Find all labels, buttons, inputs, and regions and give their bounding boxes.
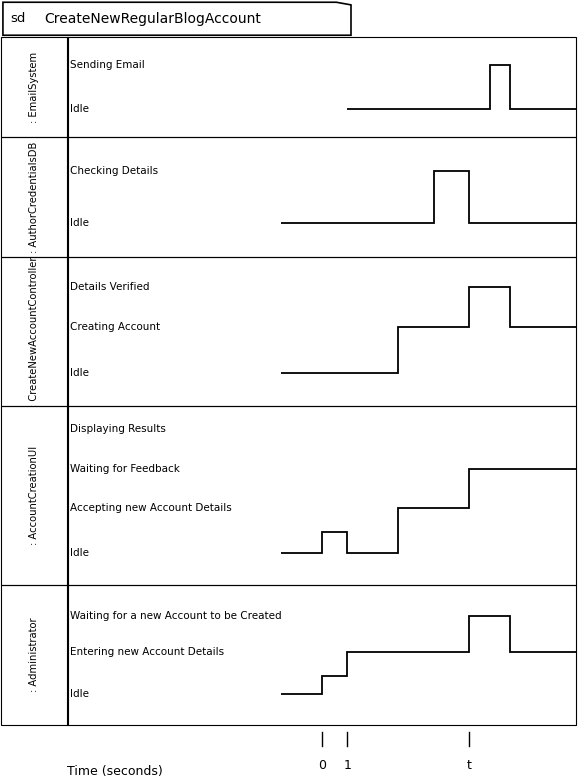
Text: sd: sd [11, 12, 26, 25]
Text: Idle: Idle [70, 548, 89, 558]
Text: Accepting new Account Details: Accepting new Account Details [70, 503, 232, 513]
Text: 0: 0 [318, 759, 326, 772]
Text: Waiting for a new Account to be Created: Waiting for a new Account to be Created [70, 611, 281, 621]
Text: Checking Details: Checking Details [70, 166, 158, 176]
Text: Waiting for Feedback: Waiting for Feedback [70, 464, 180, 474]
Text: : AuthorCredentialsDB: : AuthorCredentialsDB [29, 141, 39, 252]
Text: Idle: Idle [70, 104, 89, 114]
Text: t: t [467, 759, 472, 772]
Text: : CreateNewAccountController: : CreateNewAccountController [29, 256, 39, 407]
Text: Idle: Idle [70, 368, 89, 378]
Text: : Administrator: : Administrator [29, 618, 39, 692]
Text: Sending Email: Sending Email [70, 60, 144, 70]
Text: Idle: Idle [70, 689, 89, 699]
Text: Idle: Idle [70, 218, 89, 228]
Text: Time (seconds): Time (seconds) [67, 765, 163, 778]
Text: Displaying Results: Displaying Results [70, 424, 166, 434]
Text: 1: 1 [343, 759, 351, 772]
Text: : AccountCreationUI: : AccountCreationUI [29, 446, 39, 545]
Text: : EmailSystem: : EmailSystem [29, 52, 39, 123]
Text: CreateNewRegularBlogAccount: CreateNewRegularBlogAccount [44, 12, 261, 26]
Text: Details Verified: Details Verified [70, 281, 149, 291]
Text: Creating Account: Creating Account [70, 322, 160, 332]
Text: Entering new Account Details: Entering new Account Details [70, 647, 224, 658]
